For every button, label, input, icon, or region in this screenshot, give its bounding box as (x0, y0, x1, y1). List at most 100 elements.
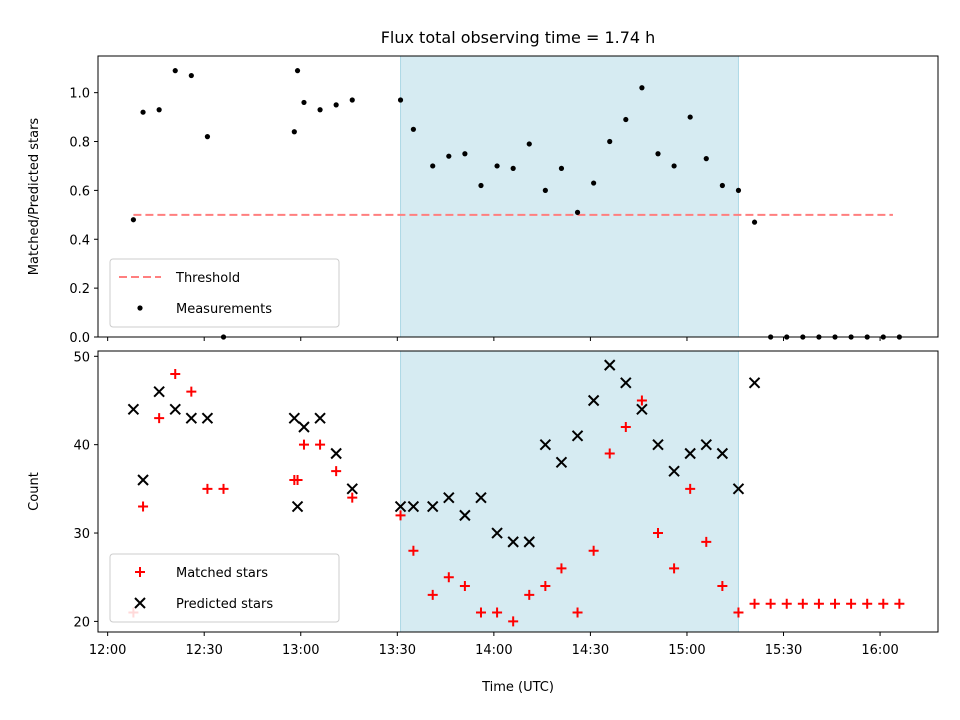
measurement-point (291, 129, 297, 135)
predicted-stars-point (555, 456, 568, 469)
predicted-stars-point (523, 536, 535, 548)
predicted-stars-point (716, 447, 729, 460)
matched-stars-point (408, 545, 419, 556)
measurement-point (294, 68, 301, 74)
measurement-point (462, 151, 468, 157)
matched-stars-point (331, 466, 342, 477)
matched-stars-point (572, 607, 583, 618)
ratio-y-tick-label: 0.4 (69, 233, 90, 248)
count-plot-frame (97, 350, 939, 633)
matched-stars-point (846, 598, 857, 609)
predicted-stars-point (298, 421, 310, 433)
count-legend-label: Matched stars (176, 566, 268, 581)
count-series-plus (128, 368, 905, 627)
predicted-stars-point (587, 394, 600, 407)
measurement-point (317, 107, 323, 113)
measurement-point (542, 187, 548, 193)
ratio-y-axis-label: Matched/Predicted stars (27, 118, 42, 276)
predicted-stars-point (407, 500, 420, 513)
measurement-point (703, 156, 709, 162)
matched-stars-point (653, 528, 663, 539)
matched-stars-point (797, 598, 808, 609)
count-y-axis-label: Count (27, 472, 42, 511)
matched-stars-point (170, 368, 181, 379)
measurement-point (574, 209, 581, 215)
matched-stars-point (701, 536, 712, 547)
measurement-point (591, 180, 597, 186)
count-legend: Matched stars Predicted stars (109, 553, 340, 623)
measurement-point (410, 126, 417, 132)
x-tick-label: 12:30 (185, 643, 222, 658)
x-tick-label: 14:00 (475, 643, 512, 658)
predicted-stars-point (291, 500, 304, 513)
ratio-legend-label: Measurements (176, 302, 272, 317)
matched-stars-point (443, 572, 454, 583)
measurement-point (446, 153, 452, 159)
matched-stars-point (862, 598, 873, 609)
predicted-stars-point (539, 438, 552, 451)
predicted-stars-point (700, 438, 712, 451)
predicted-stars-point (185, 412, 198, 424)
count-series-x (127, 359, 761, 548)
ratio-y-tick-label: 0.6 (69, 184, 90, 199)
measurement-point (510, 165, 516, 171)
x-tick-label: 12:00 (89, 643, 126, 658)
predicted-stars-point (314, 412, 326, 424)
predicted-stars-point (668, 465, 680, 477)
matched-stars-point (508, 616, 519, 627)
predicted-stars-point (636, 403, 648, 416)
predicted-stars-point (169, 403, 181, 416)
predicted-stars-point (684, 447, 696, 460)
ratio-y-tick-label: 1.0 (69, 87, 90, 102)
matched-stars-point (604, 448, 615, 459)
matched-stars-point (685, 483, 696, 494)
measurement-point (172, 68, 178, 74)
x-tick-label: 13:30 (379, 643, 416, 658)
legend-predicted-swatch (134, 597, 146, 609)
predicted-stars-point (346, 483, 358, 495)
matched-stars-point (588, 545, 599, 556)
predicted-stars-point (620, 377, 632, 389)
predicted-stars-point (288, 412, 301, 424)
measurement-point (478, 182, 484, 189)
ratio-y-tick-label: 0.8 (69, 136, 90, 151)
matched-stars-point (717, 581, 728, 592)
matched-stars-point (475, 607, 486, 618)
matched-stars-point (733, 607, 744, 618)
matched-stars-point (813, 598, 824, 609)
predicted-stars-point (571, 430, 584, 442)
matched-stars-point (524, 589, 535, 600)
ratio-y-tick-label: 0.0 (69, 331, 90, 346)
predicted-stars-point (507, 536, 519, 548)
legend-matched-swatch (135, 567, 145, 577)
ratio-observing-window-span (400, 56, 739, 337)
matched-stars-point (459, 581, 470, 592)
matched-stars-point (878, 598, 889, 609)
predicted-stars-point (459, 509, 471, 522)
predicted-stars-point (732, 483, 745, 495)
measurement-point (558, 165, 565, 171)
count-legend-box (109, 553, 340, 623)
measurement-point (397, 97, 404, 103)
matched-stars-point (298, 439, 309, 450)
matched-stars-point (218, 483, 229, 494)
matched-stars-point (669, 563, 680, 574)
matched-stars-point (765, 598, 776, 609)
ratio-legend-label: Threshold (175, 271, 240, 286)
x-tick-label: 13:00 (282, 643, 319, 658)
predicted-stars-point (330, 447, 342, 460)
matched-stars-point (620, 421, 631, 432)
x-tick-label: 14:30 (572, 643, 609, 658)
measurement-point (156, 107, 162, 113)
ratio-plot-frame (97, 55, 939, 338)
predicted-stars-point (652, 438, 664, 451)
matched-stars-point (395, 510, 406, 521)
matched-stars-point (186, 386, 197, 397)
count-observing-window-span (400, 351, 739, 632)
matched-stars-point (540, 581, 551, 592)
chart-title: Flux total observing time = 1.74 h (381, 28, 656, 47)
predicted-stars-point (475, 491, 487, 504)
predicted-stars-point (394, 500, 407, 513)
measurement-point (333, 102, 339, 108)
matched-stars-point (781, 598, 792, 609)
